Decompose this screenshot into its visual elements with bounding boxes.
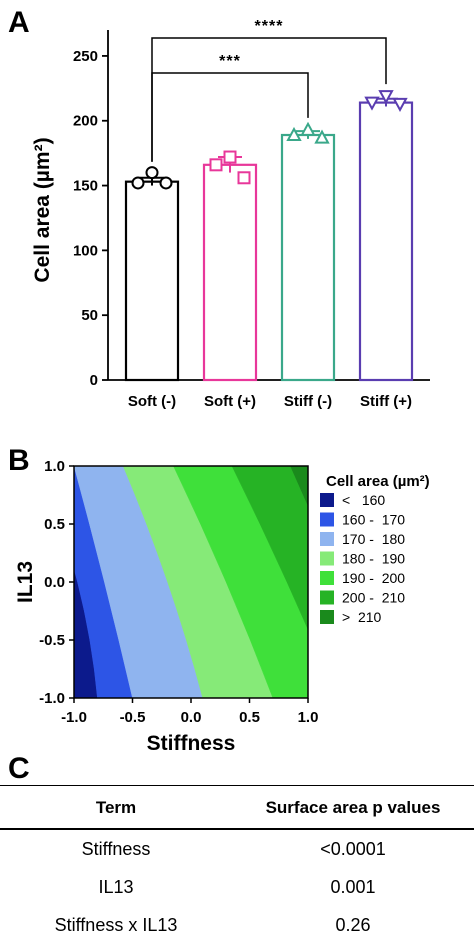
significance-bracket (151, 37, 387, 162)
bar-chart-bars: Soft (-) Soft (+) Stiff (-) Stiff (+) (124, 90, 414, 410)
significance-label: **** (255, 18, 284, 35)
data-point (392, 97, 408, 112)
legend-label: < 160 (342, 492, 385, 508)
legend-swatch (320, 610, 334, 624)
data-point (131, 176, 145, 190)
legend-swatch (320, 512, 334, 527)
legend-swatch (320, 571, 334, 585)
heatmap-x-tick-label: -1.0 (61, 709, 87, 726)
heatmap-y-axis-title: IL13 (14, 561, 37, 603)
heatmap-x-tick-label: -0.5 (120, 709, 146, 726)
panel-letter-b: B (8, 444, 30, 477)
table-top-rule (0, 785, 474, 786)
table-cell-term: IL13 (98, 876, 134, 897)
heatmap-x-tick-label: 1.0 (298, 709, 319, 726)
bar (358, 101, 414, 382)
bar-chart-y-tick-label: 150 (73, 178, 98, 195)
heatmap-y-tick-label: 1.0 (44, 458, 65, 475)
data-point (223, 150, 237, 164)
table-cell-p-value: <0.0001 (320, 838, 386, 859)
table-header-term: Term (95, 798, 137, 817)
legend-label: 170 - 180 (342, 531, 405, 547)
heatmap-x-tick-label: 0.0 (181, 709, 202, 726)
bar-chart-y-axis-title: Cell area (µm²) (31, 137, 54, 282)
heatmap-y-tick-label: -0.5 (39, 632, 65, 649)
bar (202, 163, 258, 382)
heatmap-legend: Cell area (µm²) < 160 160 - 170 170 - 180 18… (320, 473, 430, 625)
table-cell-term: Stiffness (81, 838, 151, 859)
table-header-row: Term Surface area p values (0, 788, 474, 829)
bar-chart-significance: ******* (151, 18, 387, 162)
bar (280, 133, 336, 382)
heatmap-legend-title: Cell area (µm²) (326, 473, 430, 490)
panel-letter-a: A (8, 6, 30, 39)
heatmap-x-axis-title: Stiffness (147, 732, 236, 755)
bar-chart-y-tick-label: 50 (81, 307, 98, 324)
anova-table: Term Surface area p values Stiffness <0.… (0, 788, 474, 944)
heatmap-band (290, 466, 308, 507)
data-point (237, 171, 251, 185)
table-cell-term: Stiffness x IL13 (54, 914, 178, 935)
legend-swatch (320, 590, 334, 605)
legend-swatch (320, 532, 334, 546)
data-point (159, 176, 173, 190)
heatmap-band (173, 466, 308, 698)
legend-label: 180 - 190 (342, 551, 405, 567)
heatmap-bands (74, 466, 308, 698)
heatmap-y-tick-label: -1.0 (39, 690, 65, 707)
data-point (378, 90, 394, 105)
legend-label: 160 - 170 (342, 512, 405, 528)
data-point (209, 158, 223, 172)
table-row: IL13 0.001 (0, 868, 474, 906)
table-row: Stiffness x IL13 0.26 (0, 906, 474, 944)
table-row: Stiffness <0.0001 (0, 829, 474, 868)
bar-chart-x-tick-label: Soft (+) (204, 393, 256, 410)
bar-chart-x-tick-label: Soft (-) (128, 393, 176, 410)
bar-chart-x-tick-label: Stiff (+) (360, 393, 412, 410)
data-point (300, 121, 316, 136)
bar-chart-x-tick-label: Stiff (-) (284, 393, 332, 410)
table-cell-p-value: 0.001 (330, 876, 376, 897)
bar-chart-y-tick-label: 0 (90, 372, 98, 389)
legend-swatch (320, 493, 334, 507)
heatmap-x-tick-label: 0.5 (239, 709, 260, 726)
legend-label: 200 - 210 (342, 590, 405, 606)
legend-swatch (320, 551, 334, 566)
data-point (314, 129, 330, 144)
figure-canvas: A Cell area (µm²) 0 50 100 150 200 250 Soft (… (8, 6, 430, 785)
table-header-p-values: Surface area p values (265, 798, 441, 817)
significance-label: *** (219, 53, 241, 70)
bar-chart-y-tick-label: 200 (73, 113, 98, 130)
heatmap-y-tick-label: 0.0 (44, 574, 65, 591)
data-point (286, 126, 302, 141)
legend-label: > 210 (342, 609, 382, 625)
heatmap-y-tick-label: 0.5 (44, 516, 65, 533)
table-cell-p-value: 0.26 (335, 914, 371, 935)
data-point (145, 166, 159, 180)
bar-chart-y-tick-label: 100 (73, 242, 98, 259)
bar-chart-y-tick-label: 250 (73, 48, 98, 65)
heatmap-axes: -1.0 -0.5 0.0 0.5 1.0 1.0 0.5 0.0 -0.5 -1.0 (39, 458, 318, 726)
legend-label: 190 - 200 (342, 570, 405, 586)
data-point (364, 96, 380, 111)
bar (124, 180, 180, 382)
panel-letter-c: C (8, 752, 30, 785)
